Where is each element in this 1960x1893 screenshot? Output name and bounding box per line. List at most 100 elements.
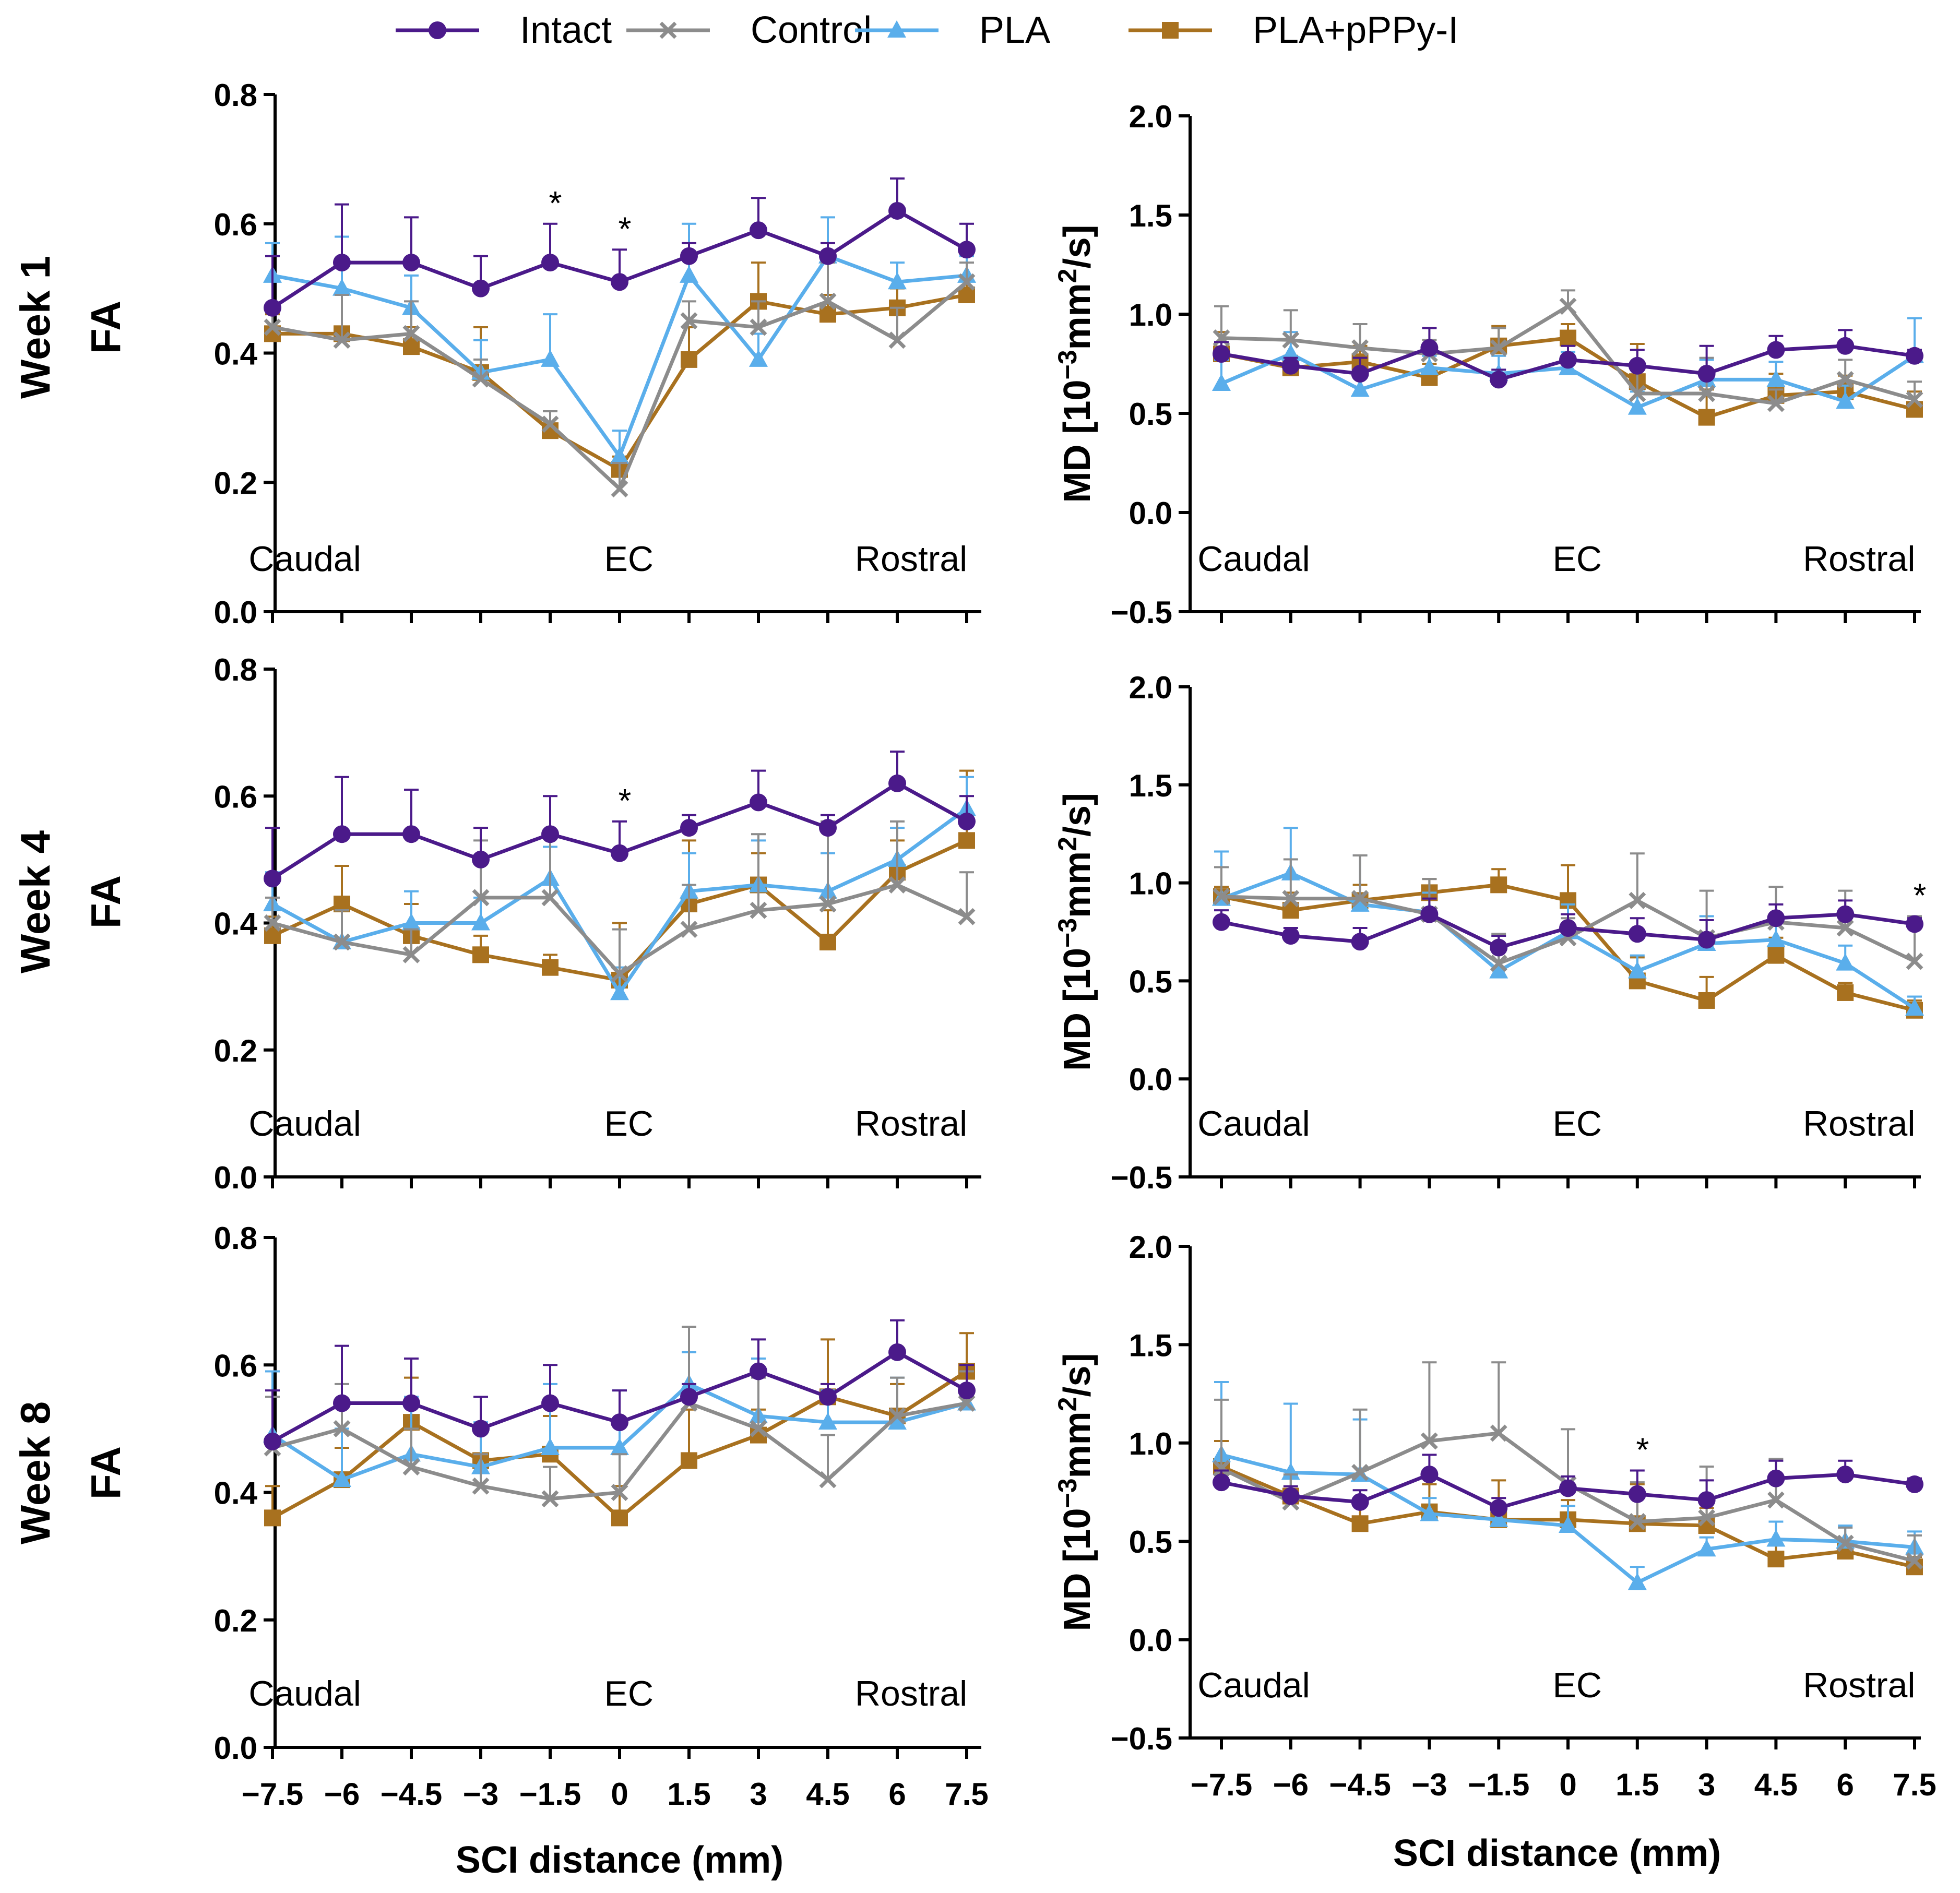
data-point — [750, 221, 767, 240]
region-label-caudal: Caudal — [248, 1104, 361, 1144]
chart-week1-fa: 0.0 0.2 0.4 0.6 0.8 Caudal EC Rostral * * — [214, 78, 981, 630]
data-point-b — [1836, 371, 1854, 388]
legend-item-control: Control — [626, 9, 872, 51]
data-point-b — [611, 1484, 628, 1501]
data-point — [819, 819, 837, 837]
data-point — [1906, 1552, 1923, 1570]
data-point — [958, 1395, 976, 1412]
row-title: Week 1 — [12, 256, 58, 399]
data-point-b — [1698, 385, 1716, 402]
data-point — [680, 819, 698, 837]
data-point — [1629, 385, 1646, 402]
md-axis-title-part: mm — [1056, 851, 1098, 918]
data-point — [888, 774, 906, 792]
data-point — [541, 415, 559, 433]
significance-star: * — [549, 184, 562, 222]
md-axis-title-part: −3 — [1053, 918, 1082, 948]
y-tick-label: 0.6 — [214, 779, 257, 814]
data-point — [1629, 1513, 1646, 1530]
md-axis-title: MD [10−3mm2/s] — [1053, 1353, 1098, 1632]
data-point-b — [1906, 390, 1923, 408]
x-tick-label: 1.5 — [667, 1777, 710, 1812]
data-point-b — [402, 325, 420, 342]
data-point — [1490, 876, 1507, 894]
x-tick-label: −4.5 — [1329, 1767, 1391, 1802]
y-tick-label: 2.0 — [1129, 670, 1172, 705]
chart-week4-md: −0.5 0.0 0.5 1.0 1.5 2.0 Caudal EC Rostral MD [10… — [1053, 670, 1926, 1195]
data-point — [680, 247, 698, 265]
data-point — [1767, 341, 1785, 359]
md-axis-title-part: 2 — [1053, 269, 1082, 283]
data-point — [1767, 909, 1785, 927]
y-tick-label: 0.5 — [1129, 1525, 1172, 1559]
legend-item-intact: Intact — [396, 9, 612, 51]
md-axis-title-part: 2 — [1053, 837, 1082, 851]
region-label-ec: EC — [604, 1104, 653, 1144]
md-axis-title-part: /s] — [1056, 225, 1098, 269]
data-point — [472, 370, 490, 388]
region-label-caudal: Caudal — [248, 539, 361, 579]
data-point-b — [472, 889, 490, 907]
data-point — [541, 1490, 559, 1508]
data-point-b — [264, 318, 281, 336]
data-point — [1906, 1475, 1923, 1493]
data-point-b — [1351, 890, 1369, 908]
data-point — [1698, 992, 1715, 1009]
data-point — [1629, 891, 1646, 909]
data-point — [1420, 1432, 1438, 1450]
data-point — [402, 1394, 420, 1412]
data-point-b — [1767, 1491, 1785, 1509]
data-point-b — [1351, 339, 1369, 357]
x-tick-label: 7.5 — [945, 1777, 988, 1812]
data-point — [402, 825, 420, 843]
series-intact — [1213, 1454, 1923, 1517]
data-point-b — [541, 1490, 559, 1508]
data-point — [1559, 1516, 1577, 1533]
y-tick-label: −0.5 — [1111, 595, 1172, 630]
data-point — [1767, 1469, 1785, 1487]
data-point — [819, 933, 836, 950]
y-tick-label: 1.0 — [1129, 297, 1172, 332]
data-point-b — [750, 1420, 767, 1437]
data-point — [611, 965, 628, 983]
y-tick-label: −0.5 — [1111, 1721, 1172, 1756]
data-point — [1281, 356, 1300, 375]
y-tick-label: 1.5 — [1129, 1328, 1172, 1363]
data-point — [1213, 1460, 1230, 1478]
data-point-b — [1351, 1463, 1369, 1481]
y-tick-label: 1.0 — [1129, 866, 1172, 901]
region-label-ec: EC — [604, 1674, 653, 1713]
data-point — [541, 825, 559, 843]
chart-week8-md: −0.5 0.0 0.5 1.0 1.5 2.0 −7.5 −6 −4.5 −3 −1.5 0 1.5 3… — [1053, 1230, 1937, 1802]
data-point — [1836, 1534, 1854, 1552]
data-point — [1213, 1473, 1230, 1492]
data-point-b — [1906, 953, 1923, 970]
data-point — [1350, 379, 1370, 397]
data-point — [819, 1388, 837, 1406]
data-point — [611, 1509, 628, 1527]
data-point — [1628, 356, 1646, 375]
data-point — [1490, 1424, 1507, 1442]
data-point — [333, 1420, 351, 1437]
row-titles: Week 1 FA Week 4 FA Week 8 FA — [12, 256, 129, 1544]
series-intact — [1213, 327, 1923, 389]
data-point-b — [333, 331, 351, 349]
data-point — [1281, 927, 1300, 945]
data-point — [1767, 1491, 1785, 1509]
md-axis-title: MD [10−3mm2/s] — [1053, 793, 1098, 1071]
data-point-b — [472, 1477, 490, 1495]
data-point-b — [1629, 891, 1646, 909]
data-point-b — [1490, 339, 1507, 357]
legend-marker-b — [659, 21, 677, 39]
data-point — [1351, 1463, 1369, 1481]
data-point — [1351, 339, 1369, 357]
data-point — [1697, 1539, 1716, 1557]
data-point — [611, 1484, 628, 1501]
y-tick-label: 0.2 — [214, 1603, 257, 1638]
data-point — [1351, 365, 1369, 383]
data-point — [750, 793, 767, 812]
y-tick-label: 1.0 — [1129, 1426, 1172, 1461]
data-point — [333, 331, 351, 349]
data-point-b — [1629, 385, 1646, 402]
legend-label: Control — [751, 9, 872, 51]
